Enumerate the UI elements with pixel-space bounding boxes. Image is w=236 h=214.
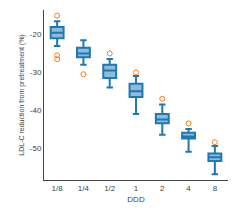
svg-text:2: 2: [160, 184, 165, 193]
svg-text:-40: -40: [30, 106, 42, 115]
svg-text:1/8: 1/8: [52, 184, 64, 193]
svg-text:1/4: 1/4: [78, 184, 90, 193]
svg-text:-30: -30: [30, 68, 42, 77]
svg-text:8: 8: [213, 184, 218, 193]
svg-text:-50: -50: [30, 144, 42, 153]
svg-text:1/2: 1/2: [104, 184, 116, 193]
svg-text:-20: -20: [30, 30, 42, 39]
svg-text:1: 1: [134, 184, 139, 193]
svg-text:DDD: DDD: [127, 195, 145, 204]
svg-text:4: 4: [186, 184, 191, 193]
svg-text:LDL-C reduction from pretreatm: LDL-C reduction from pretreatment (%): [18, 34, 26, 155]
